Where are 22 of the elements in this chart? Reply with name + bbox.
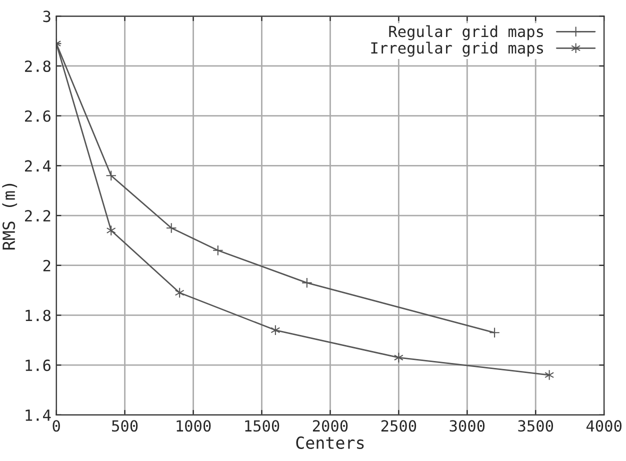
y-tick-label: 1.8 <box>26 310 51 322</box>
y-axis-title: RMS (m) <box>2 184 18 250</box>
x-tick-label: 1500 <box>245 420 280 432</box>
x-tick-label: 2000 <box>312 420 348 432</box>
y-tick-label: 1.4 <box>26 410 51 421</box>
y-tick-label: 3 <box>43 10 50 22</box>
y-tick-label: 2.8 <box>25 60 51 72</box>
y-tick-label: 1.6 <box>26 360 50 372</box>
x-tick-label: 0 <box>52 420 60 432</box>
y-tick-label: 2.6 <box>25 110 50 122</box>
x-tick-label: 1000 <box>176 420 211 432</box>
x-tick-label: 4000 <box>586 420 622 432</box>
x-axis-title: Centers <box>296 436 364 450</box>
y-tick-label: 2.2 <box>25 210 50 222</box>
y-tick-label: 2.4 <box>25 160 51 172</box>
legend-label: Irregular grid maps <box>371 42 543 57</box>
x-tick-label: 2500 <box>381 420 416 432</box>
legend-label: Regular grid maps <box>389 25 543 40</box>
x-tick-label: 500 <box>112 420 138 432</box>
y-tick-label: 2 <box>43 260 50 272</box>
x-tick-label: 3000 <box>450 420 485 432</box>
x-tick-label: 3500 <box>518 420 554 432</box>
